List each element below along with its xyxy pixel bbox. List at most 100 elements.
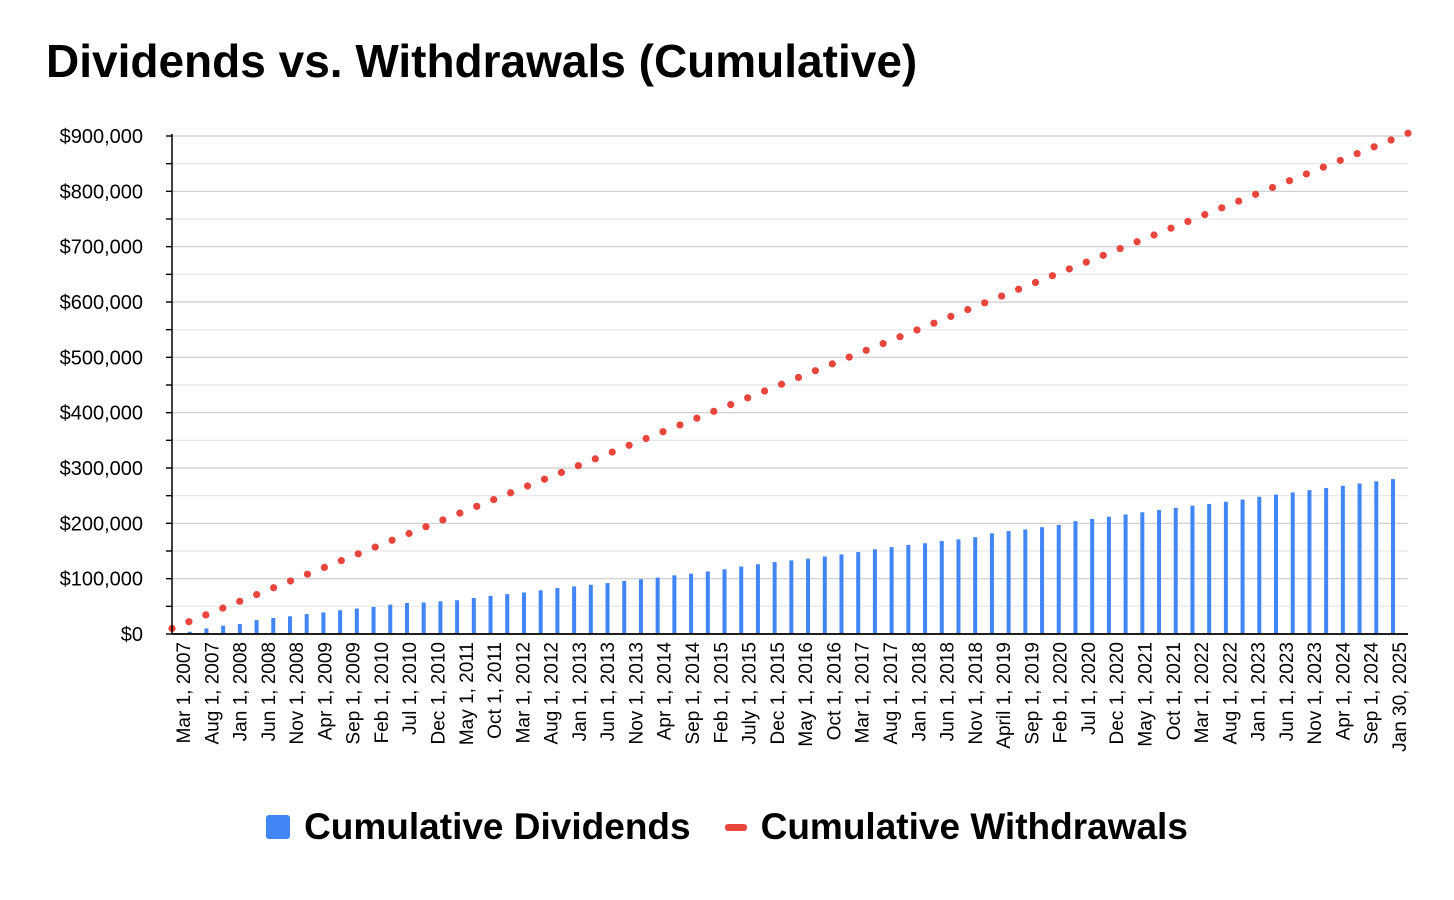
dividend-bar (923, 543, 928, 634)
withdrawal-dot (1319, 163, 1327, 171)
x-tick-label: Feb 1, 2020 (1051, 642, 1072, 743)
x-tick-label: July 1, 2015 (740, 642, 761, 744)
dividend-bar (1173, 507, 1178, 634)
x-tick-label: Apr 1, 2009 (315, 642, 336, 740)
withdrawal-dot (286, 577, 295, 585)
withdrawal-dot (1167, 224, 1175, 232)
dividend-bar (906, 544, 911, 634)
withdrawal-dot (608, 448, 616, 456)
withdrawal-dot (1065, 265, 1073, 273)
dividend-bar (1290, 492, 1295, 634)
withdrawals-line (168, 129, 1412, 633)
withdrawal-dot (710, 407, 718, 415)
dividend-bar (672, 575, 677, 634)
withdrawal-dot (320, 563, 328, 572)
withdrawal-dot (1218, 204, 1226, 212)
dividend-bar (839, 554, 844, 634)
withdrawal-dot (676, 421, 684, 429)
x-tick-label: Jun 1, 2018 (938, 642, 959, 741)
legend-item-dividends[interactable]: Cumulative Dividends (266, 806, 691, 848)
withdrawal-dot (727, 400, 735, 409)
x-tick-label: Feb 1, 2015 (711, 642, 732, 743)
withdrawal-dot (642, 434, 650, 443)
dividend-bar (538, 590, 543, 634)
dividend-bar (371, 606, 376, 634)
x-tick-label: Mar 1, 2017 (853, 642, 874, 743)
dividend-bar (388, 604, 393, 634)
withdrawal-dot (913, 326, 921, 334)
x-tick-label: May 1, 2016 (796, 642, 817, 747)
dividend-bar (321, 612, 326, 634)
dividend-bar (789, 560, 794, 634)
withdrawal-dot (1116, 244, 1124, 253)
dividend-bar (1324, 487, 1329, 634)
withdrawal-dot (1353, 149, 1361, 158)
y-tick-label: $200,000 (60, 513, 143, 535)
x-tick-label: Dec 1, 2015 (768, 642, 789, 744)
dividend-bar (254, 620, 259, 634)
withdrawal-dot (1133, 238, 1141, 246)
dividend-bar (455, 600, 460, 634)
dividend-bar (689, 573, 694, 634)
dividend-bar (1123, 514, 1128, 634)
dividend-bar (772, 562, 777, 634)
withdrawal-dot (405, 529, 413, 538)
gridlines (172, 135, 1408, 607)
dividend-bar (1257, 496, 1262, 634)
withdrawal-dot (1031, 278, 1040, 287)
dividend-bar (354, 608, 359, 634)
withdrawal-dot (202, 611, 210, 619)
withdrawal-dot (1252, 190, 1260, 198)
dividend-bar (605, 583, 610, 634)
y-tick-label: $600,000 (60, 292, 143, 314)
x-tick-label: Jan 1, 2013 (570, 642, 591, 741)
dividend-bar (1090, 518, 1095, 634)
dividend-bar (287, 616, 292, 634)
withdrawal-dot (1285, 177, 1294, 185)
dividend-bar (739, 566, 744, 634)
x-tick-label: Oct 1, 2016 (824, 642, 845, 740)
withdrawal-dot (490, 495, 498, 504)
withdrawal-dot (354, 550, 362, 558)
x-tick-label: Mar 1, 2012 (513, 642, 534, 743)
dividend-bar (655, 577, 660, 634)
dividend-bar (889, 547, 894, 634)
withdrawal-dot (439, 516, 447, 524)
withdrawal-dot (998, 292, 1006, 300)
dividend-bar (1040, 527, 1045, 634)
dividend-bar (304, 614, 309, 634)
withdrawal-dot (845, 353, 853, 361)
dividend-bar (1056, 524, 1061, 634)
withdrawal-dot (253, 590, 261, 599)
dividend-bar (1073, 521, 1078, 634)
legend-item-withdrawals[interactable]: Cumulative Withdrawals (724, 806, 1188, 848)
dividend-bar (1106, 516, 1111, 634)
x-tick-label: Dec 1, 2020 (1107, 642, 1128, 744)
withdrawal-dot (794, 373, 803, 382)
dividend-bar (872, 549, 877, 634)
withdrawal-dot (1201, 211, 1209, 219)
x-tick-label: Jun 1, 2023 (1277, 642, 1298, 741)
y-tick-label: $300,000 (60, 458, 143, 480)
withdrawal-dot (303, 570, 312, 578)
x-tick-label: Mar 1, 2022 (1192, 642, 1213, 743)
withdrawal-dot (625, 441, 633, 449)
withdrawal-dot (1099, 251, 1107, 259)
withdrawal-dot (1387, 136, 1395, 144)
y-axis-tick-labels: $0 $100,000 $200,000 $300,000 $400,000 $500,0… (60, 126, 143, 646)
withdrawal-dot (1404, 129, 1412, 137)
withdrawal-dot (337, 557, 345, 565)
dividend-bar (488, 595, 493, 634)
x-tick-label: Oct 1, 2021 (1164, 642, 1185, 740)
withdrawal-dot (1184, 217, 1192, 226)
legend-label-withdrawals: Cumulative Withdrawals (760, 806, 1188, 847)
dividend-bar (1357, 483, 1362, 634)
dividend-bar (722, 569, 727, 634)
dividend-bar (1240, 499, 1245, 634)
x-tick-label: Jul 1, 2020 (1079, 642, 1100, 735)
withdrawal-dot (473, 502, 481, 510)
x-tick-label: May 1, 2021 (1135, 642, 1156, 747)
withdrawal-dot (693, 414, 701, 422)
dividend-bar (521, 592, 526, 634)
withdrawal-dot (777, 380, 786, 388)
